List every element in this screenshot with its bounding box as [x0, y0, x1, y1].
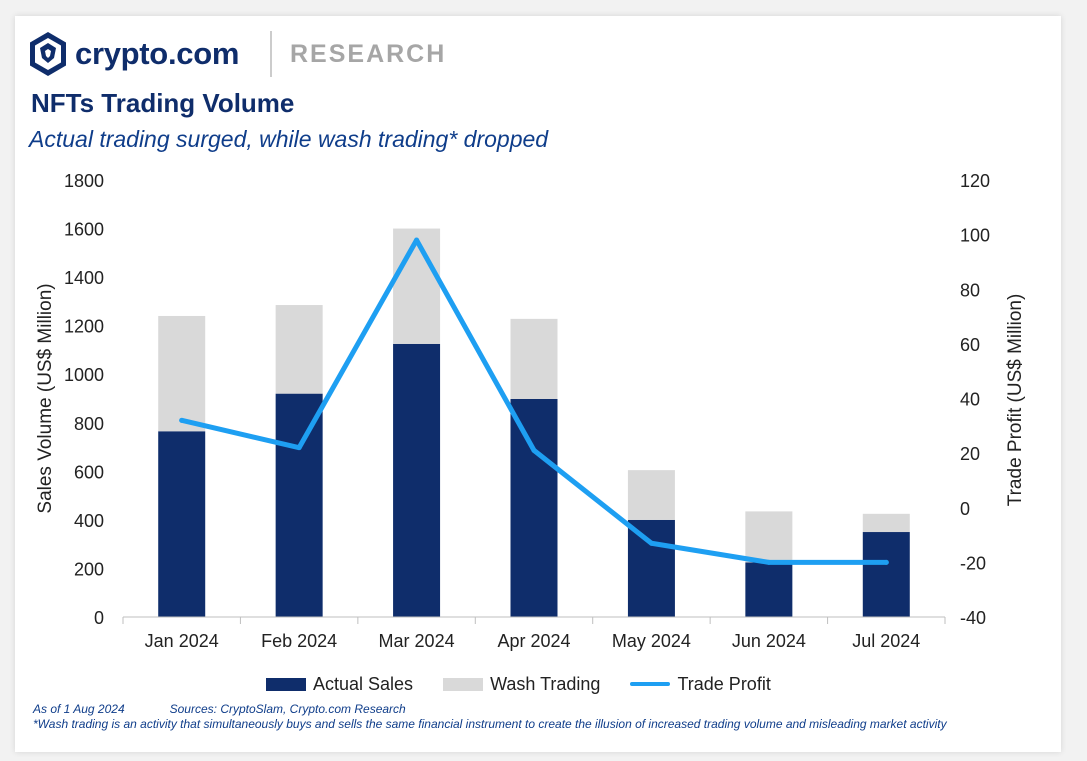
point-trade-profit: [531, 447, 537, 453]
bar-wash-trading: [158, 315, 206, 432]
bar-wash-trading: [275, 305, 323, 394]
legend-item-wash-trading: Wash Trading: [443, 674, 600, 695]
y2-tick-label: 20: [960, 444, 980, 464]
y2-tick-label: 40: [960, 390, 980, 410]
x-tick-label: Jul 2024: [852, 631, 920, 651]
y-tick-label: 1400: [64, 268, 104, 288]
chart-subtitle: Actual trading surged, while wash tradin…: [29, 126, 549, 152]
footnote-row: As of 1 Aug 2024 Sources: CryptoSlam, Cry…: [33, 702, 406, 716]
point-trade-profit: [414, 237, 420, 243]
point-trade-profit: [766, 559, 772, 565]
legend-swatch-wash-trading: [443, 677, 484, 691]
bar-actual-sales: [158, 431, 206, 617]
x-tick-label: Feb 2024: [261, 631, 337, 651]
y-tick-label: 1000: [64, 365, 104, 385]
bar-actual-sales: [862, 532, 910, 617]
bar-actual-sales: [745, 562, 793, 617]
legend-item-trade-profit: Trade Profit: [630, 673, 771, 695]
x-tick-label: Apr 2024: [497, 631, 570, 651]
brand-divider: [270, 31, 272, 77]
x-tick-label: Jun 2024: [732, 631, 806, 651]
y-tick-label: 1200: [64, 317, 104, 337]
bar-actual-sales: [627, 519, 675, 617]
footnote-definition: *Wash trading is an activity that simult…: [33, 717, 947, 731]
y-tick-label: 400: [74, 511, 104, 531]
y-tick-label: 200: [74, 559, 104, 579]
chart-legend: Actual Sales Wash Trading Trade Profit: [266, 672, 801, 696]
y2-tick-label: 60: [960, 335, 980, 355]
legend-label-wash-trading: Wash Trading: [490, 673, 601, 694]
bar-actual-sales: [275, 393, 323, 617]
y-axis-title: Sales Volume (US$ Million): [35, 283, 56, 513]
y2-tick-label: 0: [960, 499, 970, 519]
bar-wash-trading: [510, 318, 558, 399]
legend-swatch-actual-sales: [266, 677, 306, 691]
bar-actual-sales: [510, 398, 558, 617]
y2-tick-label: 100: [960, 226, 990, 246]
legend-swatch-trade-profit: [630, 682, 671, 686]
legend-item-actual-sales: Actual Sales: [266, 674, 413, 695]
y2-tick-label: -20: [960, 553, 986, 573]
point-trade-profit: [296, 445, 302, 451]
chart-title: NFTs Trading Volume: [31, 88, 295, 118]
y-tick-label: 1600: [64, 220, 104, 240]
legend-label-actual-sales: Actual Sales: [313, 673, 414, 694]
y2-tick-label: -40: [960, 608, 986, 628]
y2-tick-label: 80: [960, 280, 980, 300]
bar-wash-trading: [745, 511, 793, 563]
footnote-sources: Sources: CryptoSlam, Crypto.com Research: [169, 702, 406, 716]
bar-wash-trading: [862, 513, 910, 533]
bar-actual-sales: [393, 343, 441, 617]
bar-wash-trading: [627, 470, 675, 520]
x-tick-label: May 2024: [612, 631, 691, 651]
brand-section: RESEARCH: [290, 40, 447, 68]
y-tick-label: 800: [74, 414, 104, 434]
point-trade-profit: [648, 540, 654, 546]
bar-wash-trading: [393, 228, 441, 344]
y-tick-label: 0: [94, 608, 104, 628]
footnote-as-of: As of 1 Aug 2024: [33, 702, 125, 716]
y-tick-label: 1800: [64, 171, 104, 191]
y2-tick-label: 120: [960, 171, 990, 191]
y-tick-label: 600: [74, 462, 104, 482]
y2-axis-title: Trade Profit (US$ Million): [1005, 294, 1026, 507]
point-trade-profit: [883, 559, 889, 565]
x-tick-label: Mar 2024: [379, 631, 455, 651]
x-tick-label: Jan 2024: [145, 631, 219, 651]
legend-label-trade-profit: Trade Profit: [677, 673, 771, 694]
point-trade-profit: [179, 417, 185, 423]
crypto-com-logo-icon: [30, 32, 66, 76]
brand-name: crypto.com: [75, 36, 240, 71]
